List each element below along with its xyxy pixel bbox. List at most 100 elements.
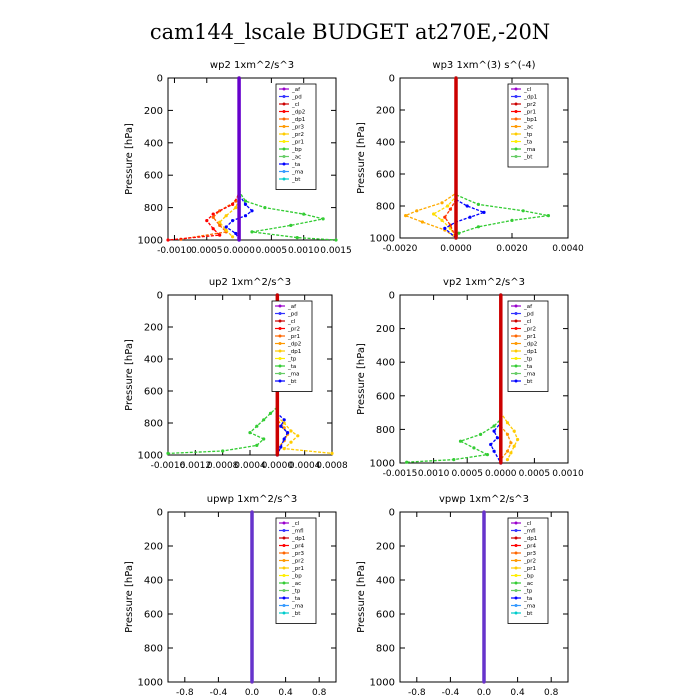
series-point [465,204,469,208]
legend-label: _bp [291,574,302,580]
legend-label: _pr4 [523,544,537,550]
legend-label: _pr2 [523,559,536,565]
y-tick-label: 200 [144,106,163,117]
x-tick-label: 0.0008 [316,461,348,471]
chart-panel-5: upwp 1xm^2/s^3 Pressure [hPa] 0 200 400 600 80… [124,494,337,698]
legend-label: _ma [291,170,303,176]
legend-label: _ac [523,581,533,587]
y-axis-label: Pressure [hPa] [124,339,135,411]
x-tick-label: 0.0005 [191,246,223,256]
legend-label: _pr3 [291,551,305,557]
series-point [243,199,248,203]
legend-marker [514,589,518,592]
legend-marker [514,155,518,158]
legend-marker [514,147,518,151]
series-point [443,226,447,230]
series-point [492,449,496,453]
legend-marker [514,327,518,330]
series-line [167,295,278,455]
series-line [218,78,240,238]
legend-label: _pr2 [291,132,304,138]
legend-label: _ta [287,364,296,370]
legend-label: _dp1 [523,349,537,355]
series-point [234,206,238,210]
legend-label: _ta [523,596,532,602]
series-point [279,445,283,449]
legend-marker [514,536,518,540]
legend-marker [514,140,518,143]
legend-label: _cl [291,521,300,527]
legend-marker [282,177,286,181]
legend-label: _cl [291,102,300,108]
legend-marker [282,87,286,91]
x-tick-label: -0.0010 [157,246,192,256]
legend-label: _pr2 [523,102,536,108]
legend-marker [282,611,286,615]
x-tick-label: 0.0000 [485,469,517,479]
legend-marker [278,312,282,315]
legend-marker [514,566,518,570]
y-tick-label: 600 [144,171,163,182]
legend-label: _bt [523,611,533,617]
legend-marker [514,304,518,308]
series-line [403,78,457,239]
legend-marker [514,357,518,360]
y-tick-label: 0 [157,508,163,519]
series-point [248,431,252,435]
legend-box [507,83,549,168]
y-tick-label: 400 [144,355,163,366]
series-line [406,295,502,463]
legend-marker [278,342,282,345]
series-point [457,231,461,235]
legend-label: _tp [291,589,301,595]
legend-marker [282,551,286,555]
legend-marker [514,125,518,128]
y-tick-label: 200 [144,542,163,553]
legend-label: _dp2 [291,110,305,116]
y-tick-label: 1000 [138,678,163,689]
legend-label: _pd [523,312,534,318]
series-point [289,223,293,227]
legend-marker [514,117,518,121]
series-point [286,431,290,435]
series-point [218,220,222,224]
y-tick-label: 800 [144,419,163,430]
x-tick-label: 0.0005 [519,469,551,479]
series-point [476,225,480,229]
series-point [282,418,286,422]
legend-marker [282,596,286,600]
y-tick-label: 0 [157,291,163,302]
legend-label: _ta [291,596,300,602]
legend-label: _bp1 [523,117,537,123]
series-point [282,426,286,430]
legend-label: _pr2 [287,327,300,333]
legend-label: _dp1 [523,95,537,101]
legend-label: _tp [523,589,533,595]
chart-title: up2 1xm^2/s^3 [209,277,291,288]
x-tick-label: 0.0005 [256,246,288,256]
series-point [211,215,215,219]
chart-panel-4: vp2 1xm^2/s^3 Pressure [hPa] 0 200 400 600 800… [356,277,584,479]
x-tick-label: 0.0020 [496,244,528,254]
series-point [492,424,496,428]
legend-label: _ma [291,604,303,610]
series-point [262,418,266,422]
series-point [211,212,215,216]
legend-label: _pr1 [287,334,300,340]
x-tick-label: 0.4 [510,688,525,698]
x-tick-label: 0.8 [312,688,327,698]
legend-marker [282,581,286,585]
y-tick-label: 0 [389,508,395,519]
series-point [479,432,483,436]
series-point [509,451,513,455]
legend-marker [514,379,518,383]
series-point [482,210,486,214]
series-point [302,212,306,216]
legend-marker [278,319,282,323]
series-point [512,429,516,433]
series-line [180,78,240,240]
x-tick-label: 0.0004 [289,461,321,471]
series-point [282,421,286,425]
series-line [167,78,240,241]
legend-label: _af [291,87,301,93]
